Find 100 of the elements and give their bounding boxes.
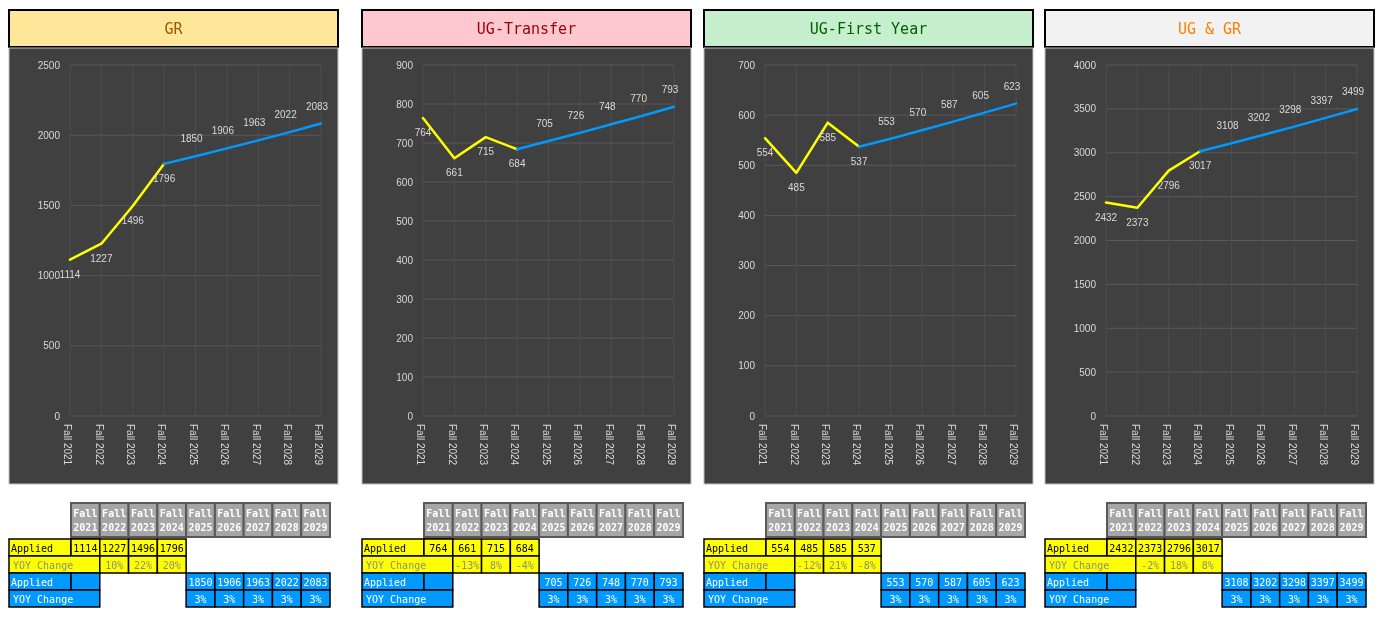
data-label: 2373 bbox=[1138, 542, 1163, 554]
y-tick-label: 0 bbox=[749, 410, 756, 422]
category-label: Fall 2022 bbox=[455, 508, 480, 533]
text: 3298 bbox=[1279, 103, 1302, 115]
x-tick-label: Fall 2021 bbox=[62, 424, 74, 466]
data-label: 605 bbox=[972, 576, 991, 588]
text: 3108 bbox=[1216, 120, 1239, 132]
text: 793 bbox=[661, 83, 679, 95]
text: 623 bbox=[1003, 80, 1021, 92]
text: 661 bbox=[446, 167, 463, 179]
category-label: Fall 2025 bbox=[188, 508, 213, 533]
x-tick-label: Fall 2021 bbox=[1098, 424, 1110, 466]
text: 3% bbox=[547, 593, 560, 605]
data-label: 1850 bbox=[188, 576, 213, 588]
data-label: 623 bbox=[1001, 576, 1020, 588]
text: 18% bbox=[1169, 559, 1188, 571]
legend-label: Applied bbox=[11, 542, 54, 554]
text: -12% bbox=[797, 559, 822, 571]
text: 1114 bbox=[59, 268, 81, 280]
text: 684 bbox=[508, 158, 526, 170]
text: 485 bbox=[788, 181, 805, 193]
x-tick-label: Fall 2021 bbox=[757, 424, 769, 466]
y-tick-label: 3500 bbox=[1073, 103, 1097, 115]
chart-title: UG-First Year bbox=[809, 20, 928, 38]
category-label: Fall 2029 bbox=[656, 508, 681, 533]
y-tick-label: 300 bbox=[738, 260, 756, 272]
data-label: 2083 bbox=[303, 576, 328, 588]
data-label: 1496 bbox=[130, 542, 155, 554]
data-label: 715 bbox=[486, 542, 505, 554]
category-label: Fall 2028 bbox=[1310, 508, 1335, 533]
x-tick-label: Fall 2027 bbox=[945, 424, 957, 466]
text: 1496 bbox=[121, 214, 144, 226]
text: -4% bbox=[515, 559, 534, 571]
y-tick-label: 1000 bbox=[37, 270, 61, 282]
category-label: Fall 2027 bbox=[599, 508, 624, 533]
data-label: 2432 bbox=[1109, 542, 1134, 554]
data-label: 485 bbox=[800, 542, 819, 554]
y-tick-label: 100 bbox=[738, 360, 756, 372]
category-label: Fall 2021 bbox=[426, 508, 451, 533]
y-tick-label: 700 bbox=[396, 137, 414, 149]
text: 3% bbox=[947, 593, 960, 605]
y-tick-label: 200 bbox=[738, 310, 756, 322]
y-tick-label: 700 bbox=[738, 59, 756, 71]
legend-label: Applied bbox=[364, 576, 407, 588]
text: 3% bbox=[662, 593, 675, 605]
text: 20% bbox=[162, 559, 181, 571]
text: 3% bbox=[280, 593, 293, 605]
text: 2432 bbox=[1094, 211, 1118, 223]
x-tick-label: Fall 2029 bbox=[313, 424, 325, 466]
data-label: 661 bbox=[458, 542, 477, 554]
text: 715 bbox=[477, 146, 495, 158]
text: 22% bbox=[133, 559, 152, 571]
y-tick-label: 600 bbox=[396, 176, 414, 188]
legend-label: Applied bbox=[11, 576, 54, 588]
text: 764 bbox=[414, 127, 432, 139]
y-tick-label: 800 bbox=[396, 98, 414, 110]
data-label: 3397 bbox=[1310, 576, 1335, 588]
text: 3% bbox=[1345, 593, 1358, 605]
data-label: 748 bbox=[602, 576, 621, 588]
data-label: 3298 bbox=[1282, 576, 1307, 588]
category-label: Fall 2023 bbox=[825, 508, 850, 533]
text: 3% bbox=[1230, 593, 1243, 605]
y-tick-label: 3000 bbox=[1073, 147, 1097, 159]
text: 3202 bbox=[1247, 112, 1270, 124]
category-label: Fall 2022 bbox=[1138, 508, 1163, 533]
data-label: 3202 bbox=[1253, 576, 1278, 588]
y-tick-label: 2000 bbox=[1073, 235, 1097, 246]
x-tick-label: Fall 2025 bbox=[187, 424, 199, 466]
text: 3017 bbox=[1189, 160, 1212, 172]
text: 553 bbox=[878, 115, 895, 127]
text: YOY Change bbox=[708, 559, 769, 571]
text: 1796 bbox=[153, 172, 176, 184]
x-tick-label: Fall 2028 bbox=[1317, 424, 1329, 466]
y-tick-label: 500 bbox=[396, 215, 414, 227]
text: 3% bbox=[975, 593, 988, 605]
text: YOY Change bbox=[366, 559, 427, 571]
y-tick-label: 2500 bbox=[1073, 191, 1097, 203]
y-tick-label: 1000 bbox=[1073, 322, 1097, 334]
x-tick-label: Fall 2027 bbox=[250, 424, 262, 466]
x-tick-label: Fall 2025 bbox=[540, 424, 552, 466]
data-label: 587 bbox=[944, 576, 963, 588]
text: 3% bbox=[1259, 593, 1272, 605]
text: 537 bbox=[850, 155, 868, 167]
text: 3% bbox=[576, 593, 589, 605]
text: 587 bbox=[940, 98, 958, 110]
data-label: 537 bbox=[857, 542, 876, 554]
category-label: Fall 2024 bbox=[1195, 508, 1220, 533]
text: 3% bbox=[252, 593, 265, 605]
category-label: Fall 2026 bbox=[217, 508, 242, 533]
x-tick-label: Fall 2024 bbox=[509, 424, 521, 466]
chart-title: UG-Transfer bbox=[476, 20, 577, 38]
text: 3499 bbox=[1341, 85, 1365, 97]
line-series bbox=[857, 102, 1018, 148]
x-tick-label: Fall 2025 bbox=[882, 424, 894, 466]
text: 1850 bbox=[180, 133, 203, 145]
category-label: Fall 2029 bbox=[303, 508, 328, 533]
x-tick-label: Fall 2029 bbox=[666, 424, 678, 466]
category-label: Fall 2027 bbox=[246, 508, 271, 533]
text: 3% bbox=[223, 593, 236, 605]
category-label: Fall 2029 bbox=[1339, 508, 1364, 533]
